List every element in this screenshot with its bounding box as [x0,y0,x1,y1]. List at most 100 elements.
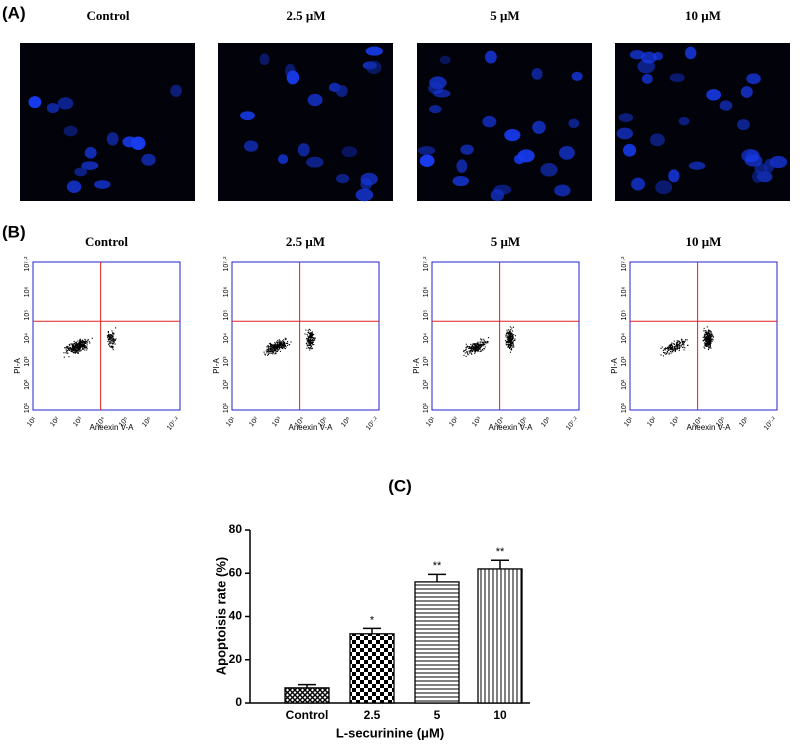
event-dot [466,345,468,347]
event-dot [308,343,310,345]
event-dot [705,334,707,336]
event-dot [683,340,685,342]
nucleus [649,133,665,147]
event-dot [84,342,86,345]
event-dot [667,347,669,349]
event-dot [683,344,685,346]
event-dot [271,352,273,354]
x-tick-label: 10⁶ [738,416,750,429]
event-dot [311,336,313,338]
event-dot [709,332,711,334]
event-dot [469,346,471,348]
event-dot [509,347,511,349]
nucleus [429,76,447,90]
event-dot [707,333,709,335]
event-dot [483,343,485,345]
event-dot [511,346,513,348]
event-dot [77,344,80,346]
event-dot [281,342,283,344]
event-dot [108,343,110,345]
event-dot [676,342,678,344]
event-dot [662,355,664,357]
event-dot [281,345,283,347]
event-dot [469,349,471,352]
event-dot [77,351,79,353]
cytometry-plot [431,261,580,411]
event-dot [465,348,467,350]
event-dot [86,349,88,351]
event-dot [510,347,512,349]
event-dot [707,345,709,347]
event-dot [707,336,709,338]
event-dot [269,342,272,344]
event-dot [509,331,511,333]
event-dot [71,348,73,350]
event-dot [282,342,284,344]
event-dot [705,333,707,335]
plot-frame [431,261,580,411]
event-dot [68,349,70,352]
nucleus [66,180,82,193]
event-dot [678,349,680,352]
event-dot [76,345,78,347]
event-dot [84,341,86,343]
nucleus [622,143,637,157]
event-dot [266,350,268,353]
event-dot [264,353,266,355]
event-dot [283,341,285,343]
event-dot [471,345,473,347]
event-dot [666,348,668,350]
event-dot [272,353,274,355]
event-dot [479,343,481,345]
y-tick-label: 10³ [223,356,230,367]
event-dot [704,344,706,346]
nucleus [170,84,182,97]
event-dot [685,339,687,341]
event-dot [282,344,284,346]
event-dot [478,348,481,350]
event-dot [705,337,707,339]
event-dot [705,338,707,340]
nucleus [81,161,99,170]
event-dot [278,344,280,346]
y-tick-label: 20 [229,652,243,666]
image-title: 10 μM [685,8,721,23]
event-dot [665,353,667,355]
y-tick-label: 10⁴ [621,333,628,344]
event-dot [511,338,514,341]
event-dot [474,344,476,346]
event-dot [71,346,73,348]
event-dot [76,341,78,343]
event-dot [312,334,314,336]
event-dot [708,337,710,339]
event-dot [288,344,290,346]
event-dot [84,344,86,347]
event-dot [471,348,473,350]
event-dot [83,340,85,342]
x-tick-label: 5 [434,708,441,722]
y-tick-label: 40 [229,609,243,623]
event-dot [283,347,285,349]
event-dot [472,348,474,350]
event-dot [708,339,710,341]
event-dot [73,346,75,348]
event-dot [74,345,76,348]
micrograph [417,43,592,202]
event-dot [310,347,312,349]
event-dot [281,341,283,343]
event-dot [272,348,274,350]
event-dot [274,349,277,351]
y-tick-label: 10³ [24,356,31,367]
event-dot [69,345,71,347]
event-dot [507,346,509,348]
event-dot [79,343,81,345]
event-dot [81,340,83,342]
event-dot [508,334,510,337]
event-dot [277,349,279,351]
event-dot [678,348,681,350]
event-dot [109,337,111,339]
event-dot [275,350,277,352]
nucleus [706,89,722,101]
y-tick-label: 10¹ [621,402,628,413]
event-dot [473,349,475,351]
